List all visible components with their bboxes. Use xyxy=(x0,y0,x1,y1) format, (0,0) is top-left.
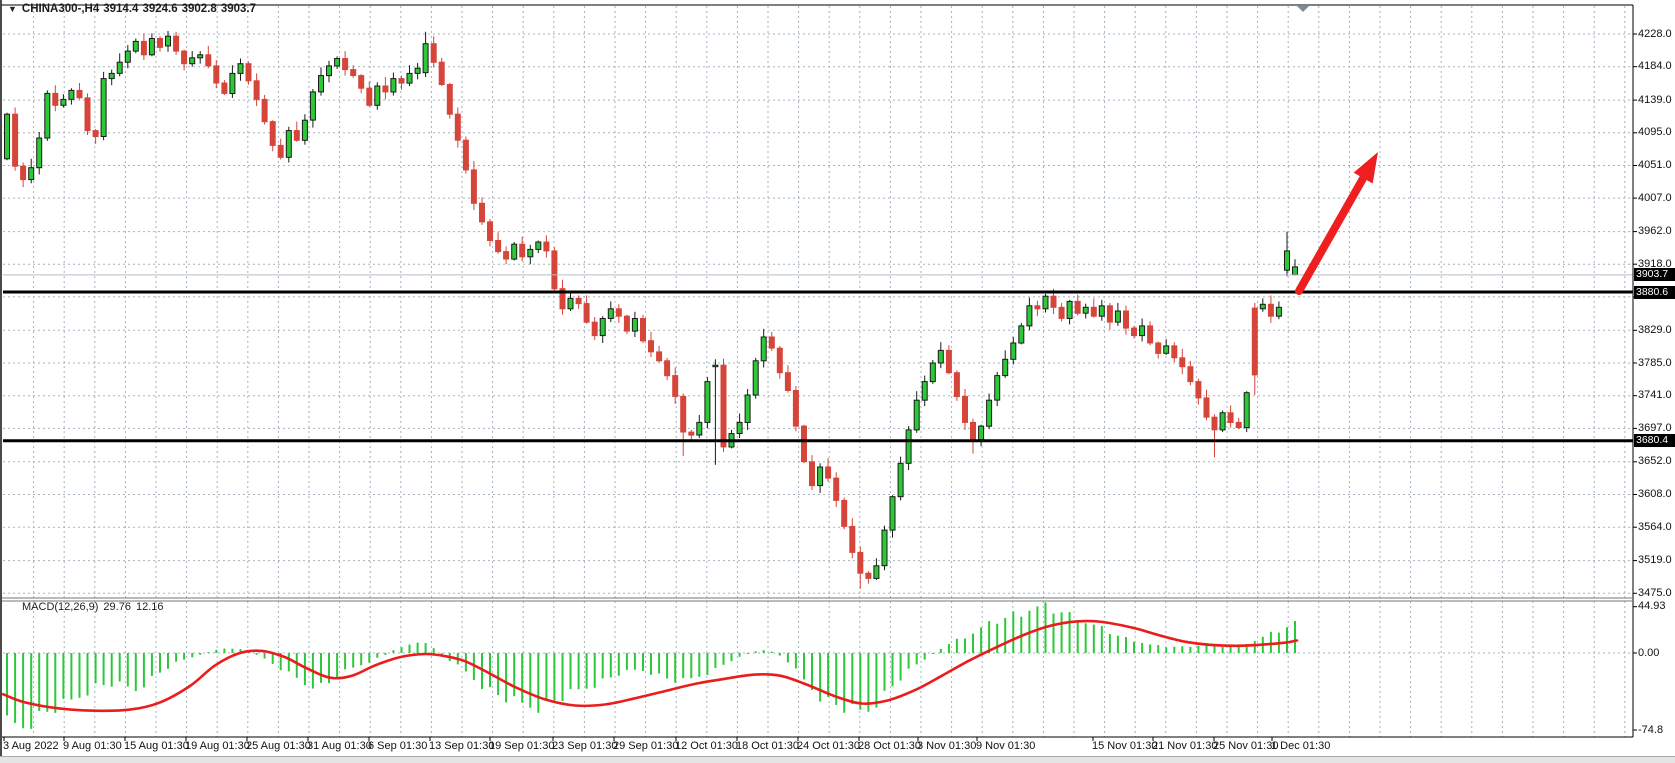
price-axis-label: 3785.0 xyxy=(1638,356,1672,369)
price-axis-label: 3741.0 xyxy=(1638,389,1672,402)
time-axis-label: 31 Aug 01:30 xyxy=(307,740,372,752)
time-axis-label: 15 Nov 01:30 xyxy=(1092,740,1158,752)
time-axis-label: 1 Dec 01:30 xyxy=(1271,740,1331,752)
time-axis-label: 19 Sep 01:30 xyxy=(489,740,555,752)
time-axis-label: 19 Aug 01:30 xyxy=(185,740,250,752)
price-axis-label: 4095.0 xyxy=(1638,126,1672,139)
price-axis-label: 3475.0 xyxy=(1638,586,1672,599)
macd-indicator-label: MACD(12,26,9) 29.76 12.16 xyxy=(22,601,168,613)
price-axis-label: 3962.0 xyxy=(1638,225,1672,238)
status-strip xyxy=(0,756,1675,763)
price-axis-label: 3829.0 xyxy=(1638,323,1672,336)
price-axis-label: 3918.0 xyxy=(1638,257,1672,270)
price-axis-label: 3608.0 xyxy=(1638,487,1672,500)
resistance-line-marker: 3880.6 xyxy=(1634,285,1675,299)
time-axis-label: 3 Nov 01:30 xyxy=(917,740,977,752)
trend-arrow[interactable] xyxy=(1295,152,1378,295)
chart-frame xyxy=(0,4,1634,738)
symbol-quote-line: ▼ CHINA300-,H4 3914.4 3924.6 3902.8 3903.7 xyxy=(8,3,260,15)
macd-signal-value: 12.16 xyxy=(135,601,164,613)
axis-ticks xyxy=(3,33,1637,741)
time-axis-label: 21 Nov 01:30 xyxy=(1152,740,1218,752)
price-axis-label: 4051.0 xyxy=(1638,158,1672,171)
price-axis-label: 3519.0 xyxy=(1638,554,1672,567)
time-axis-label: 3 Aug 2022 xyxy=(3,740,59,752)
time-axis-label: 25 Nov 01:30 xyxy=(1213,740,1279,752)
macd-name: MACD(12,26,9) xyxy=(22,601,99,613)
time-axis-label: 13 Sep 01:30 xyxy=(429,740,495,752)
macd-main-value: 29.76 xyxy=(103,601,131,613)
current-price-marker: 3903.7 xyxy=(1634,268,1675,282)
price-axis-label: 4228.0 xyxy=(1638,27,1672,40)
time-axis-label: 18 Oct 01:30 xyxy=(736,740,799,752)
time-axis-label: 6 Sep 01:30 xyxy=(368,740,428,752)
price-axis-label: 3652.0 xyxy=(1638,455,1672,468)
time-axis-label: 24 Oct 01:30 xyxy=(797,740,860,752)
price-axis-label: 4139.0 xyxy=(1638,93,1672,106)
price-axis-label: 3564.0 xyxy=(1638,520,1672,533)
chart-shift-marker-icon[interactable] xyxy=(1297,6,1309,12)
time-axis-label: 9 Nov 01:30 xyxy=(976,740,1036,752)
symbol-dropdown-icon[interactable]: ▼ xyxy=(8,4,17,14)
macd-axis-label: -74.8 xyxy=(1638,723,1664,736)
support-line-marker: 3680.4 xyxy=(1634,434,1675,448)
price-axis-label: 4007.0 xyxy=(1638,191,1672,204)
time-axis-label: 9 Aug 01:30 xyxy=(63,740,122,752)
quote-close: 3903.7 xyxy=(220,3,256,15)
gridlines xyxy=(3,6,1633,737)
quote-open: 3914.4 xyxy=(103,3,139,15)
time-axis-label: 25 Aug 01:30 xyxy=(246,740,311,752)
price-axis-label: 3697.0 xyxy=(1638,421,1672,434)
candles xyxy=(4,31,1298,589)
symbol-period-label: CHINA300-,H4 xyxy=(21,3,100,15)
time-axis-label: 28 Oct 01:30 xyxy=(858,740,921,752)
price-axis-label: 4184.0 xyxy=(1638,60,1672,73)
macd-axis-label: 44.93 xyxy=(1638,600,1666,613)
time-axis-label: 12 Oct 01:30 xyxy=(675,740,738,752)
pane-separator[interactable] xyxy=(0,597,1633,602)
time-axis-label: 23 Sep 01:30 xyxy=(552,740,618,752)
macd-axis-label: 0.00 xyxy=(1638,646,1660,659)
window-left-edge xyxy=(0,0,2,756)
quote-low: 3902.8 xyxy=(181,3,217,15)
macd-signal-line xyxy=(1,619,1299,713)
time-axis-label: 29 Sep 01:30 xyxy=(613,740,679,752)
time-axis-label: 15 Aug 01:30 xyxy=(124,740,189,752)
quote-high: 3924.6 xyxy=(142,3,178,15)
